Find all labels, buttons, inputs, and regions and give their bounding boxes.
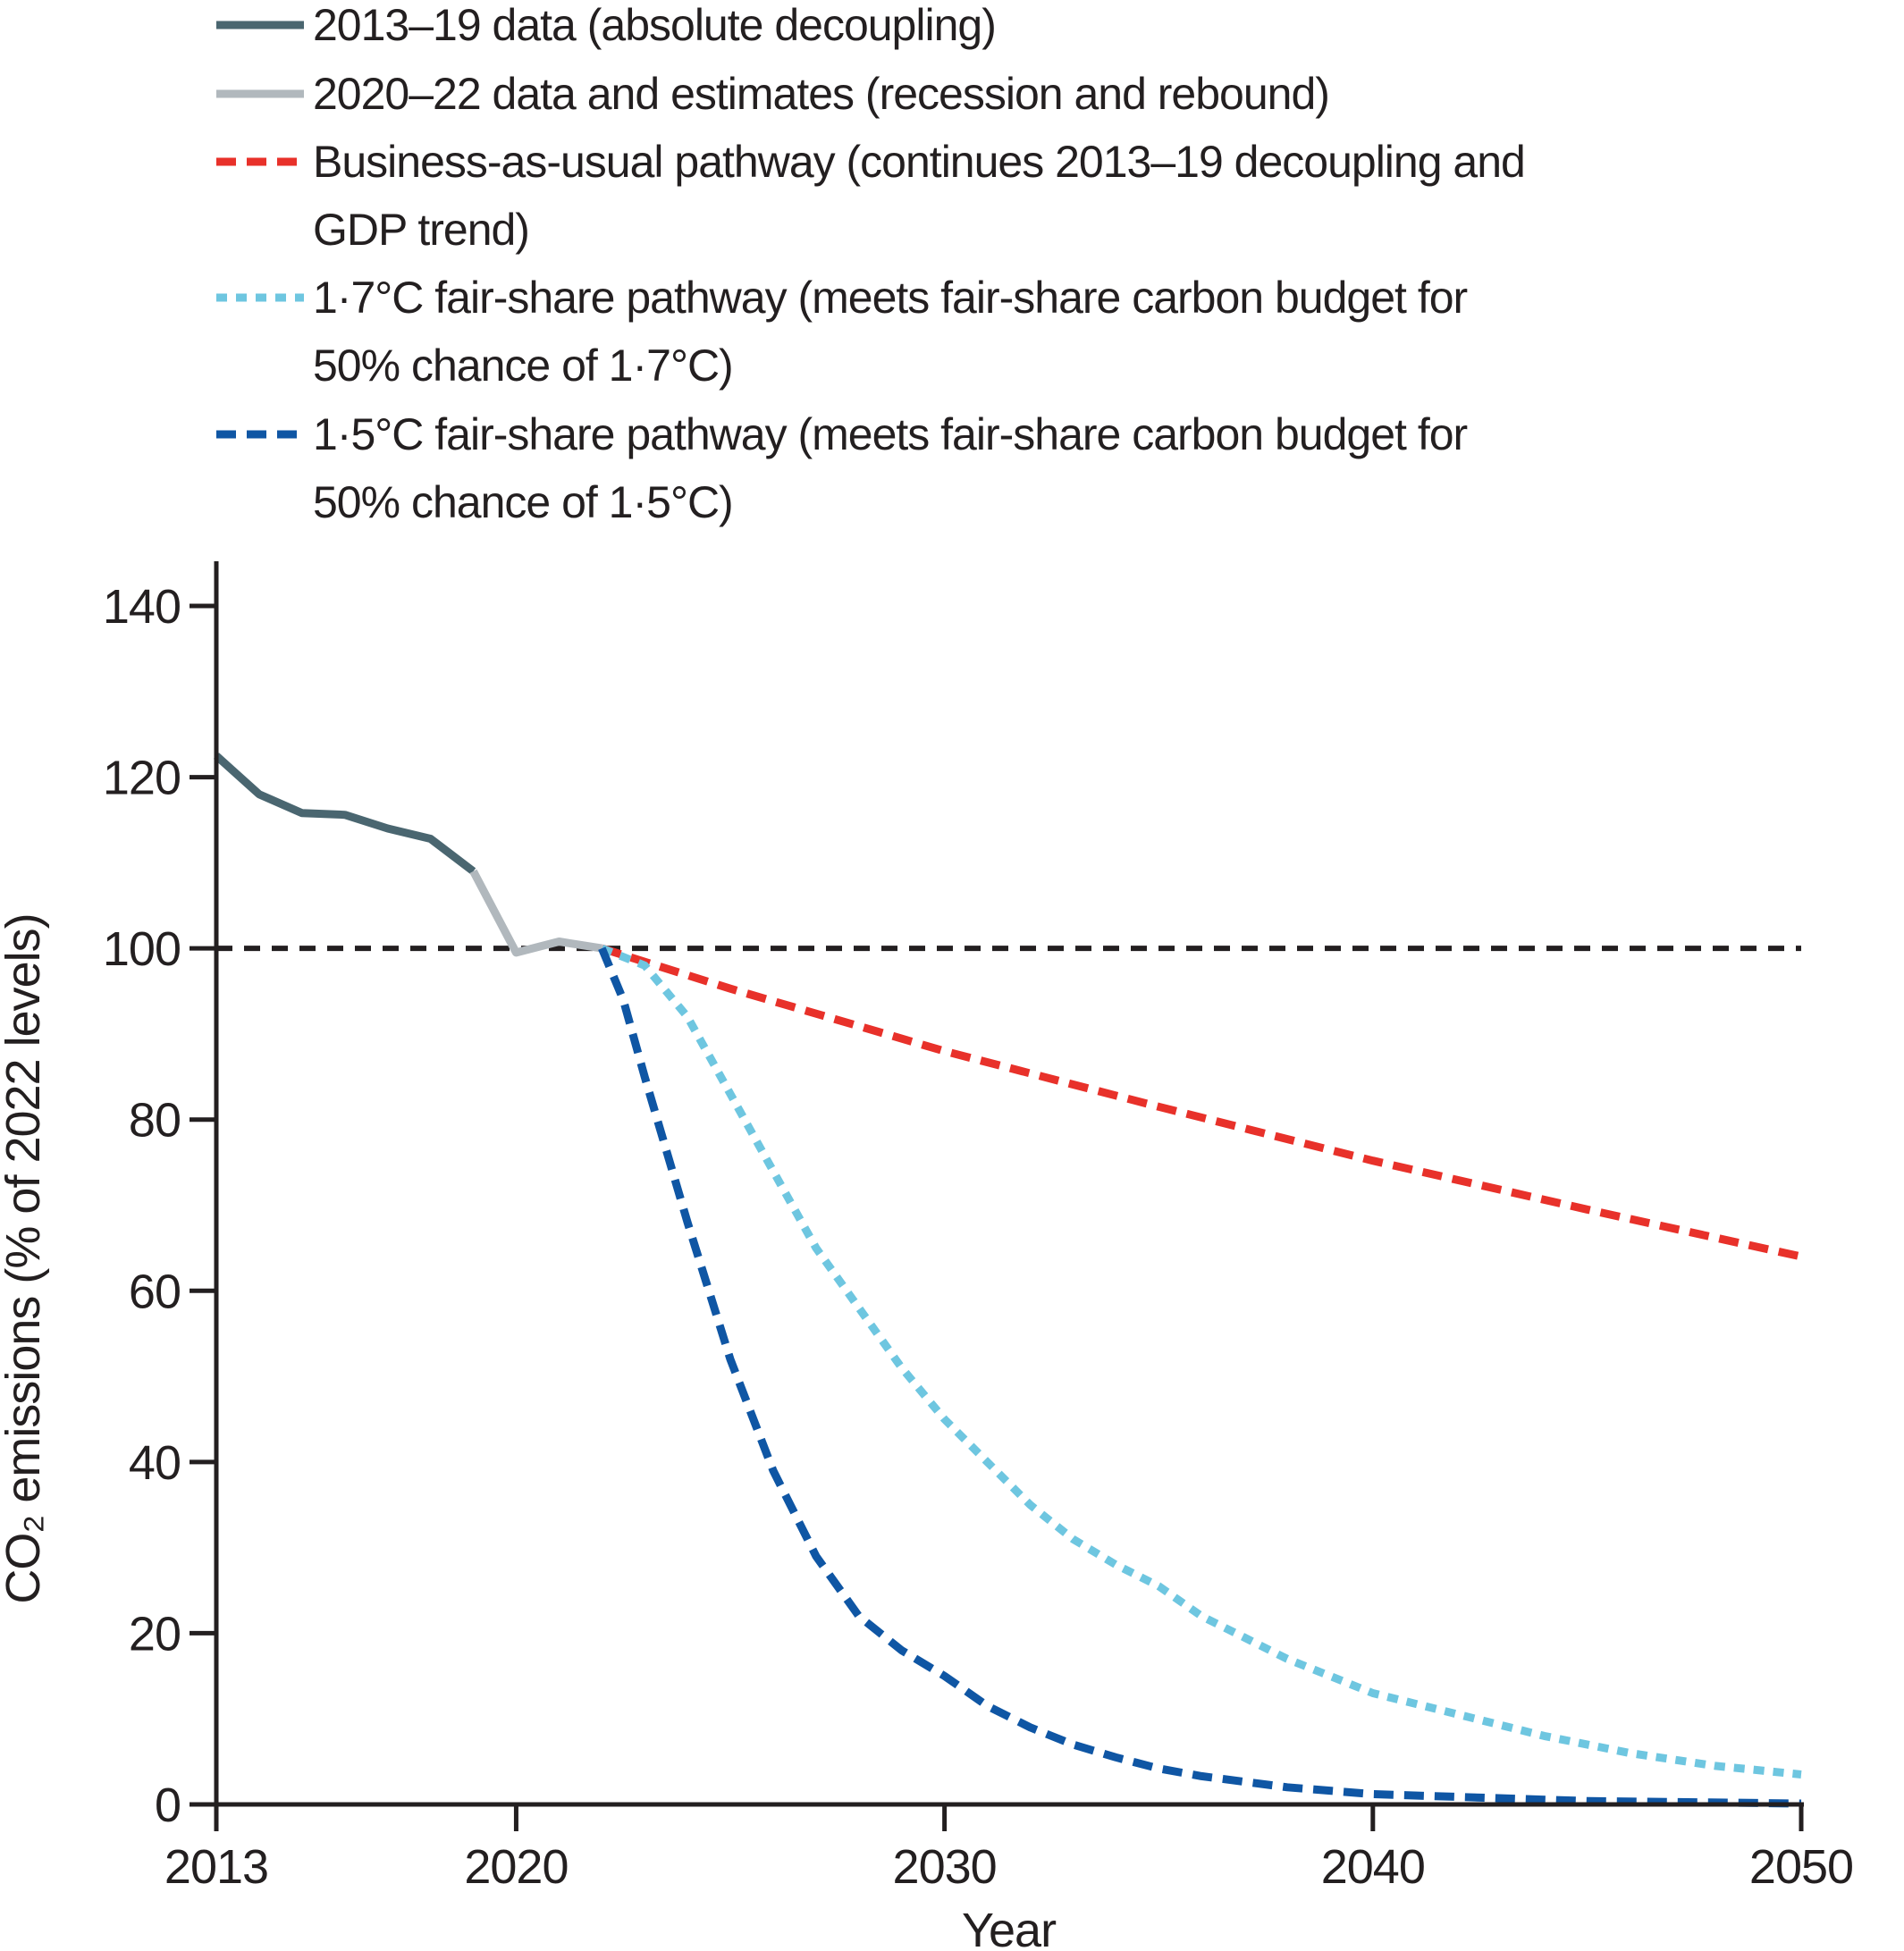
x-tick-label: 2050 xyxy=(1749,1840,1853,1894)
y-tick-label: 100 xyxy=(103,922,181,976)
legend-label: 2020–22 data and estimates (recession an… xyxy=(313,69,1329,119)
legend-label: 50% chance of 1·7°C) xyxy=(313,341,733,391)
legend-label: 1·5°C fair-share pathway (meets fair-sha… xyxy=(313,409,1468,459)
y-tick-label: 140 xyxy=(103,580,181,634)
y-tick-label: 60 xyxy=(129,1265,181,1318)
legend: 2013–19 data (absolute decoupling) 2020–2… xyxy=(216,0,1526,527)
x-tick-label: 2020 xyxy=(464,1840,568,1894)
legend-label: GDP trend) xyxy=(313,205,529,255)
y-tick-label: 40 xyxy=(129,1436,181,1490)
plot-area xyxy=(213,753,1802,1808)
legend-label: 50% chance of 1·5°C) xyxy=(313,477,733,527)
y-tick-label: 20 xyxy=(129,1607,181,1661)
x-tick-label: 2030 xyxy=(893,1840,997,1894)
x-axis-label: Year xyxy=(962,1904,1057,1951)
x-tick-label: 2013 xyxy=(164,1840,268,1894)
series-line-3 xyxy=(600,944,1802,1779)
series-line-1 xyxy=(469,869,603,957)
y-tick-label: 120 xyxy=(103,752,181,805)
series-line-2 xyxy=(600,944,1802,1261)
legend-label: 2013–19 data (absolute decoupling) xyxy=(313,0,996,50)
y-tick-label: 80 xyxy=(129,1094,181,1148)
series-line-0 xyxy=(213,753,476,875)
legend-label: 1·7°C fair-share pathway (meets fair-sha… xyxy=(313,273,1468,323)
y-tick-label: 0 xyxy=(155,1779,181,1832)
y-axis-label: CO₂ emissions (% of 2022 levels) xyxy=(0,913,50,1603)
legend-label: Business-as-usual pathway (continues 201… xyxy=(313,137,1525,187)
x-tick-label: 2040 xyxy=(1321,1840,1425,1894)
series-line-4 xyxy=(598,946,1802,1808)
